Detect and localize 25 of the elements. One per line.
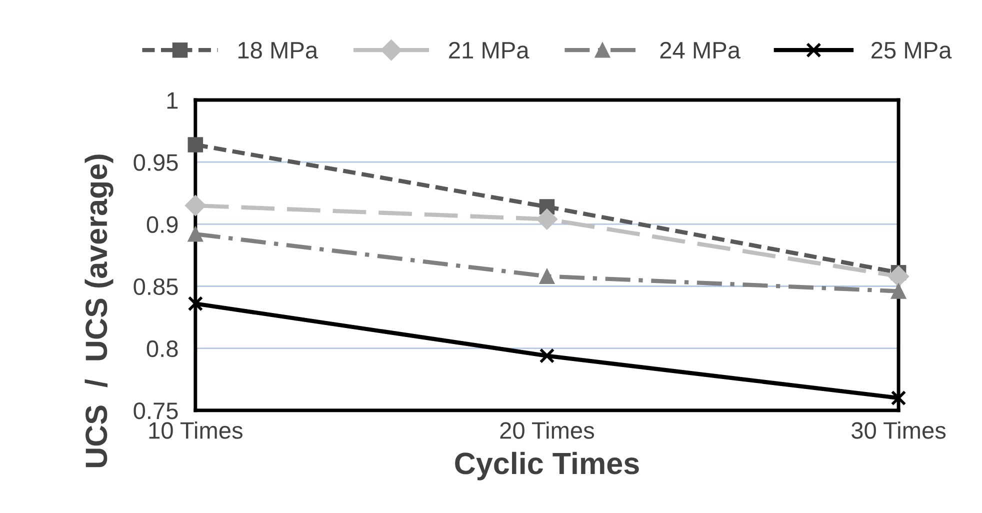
y-tick-label: 0.75 xyxy=(134,402,178,420)
legend-label: 21 MPa xyxy=(449,42,530,59)
legend-label: 25 MPa xyxy=(872,42,952,59)
y-axis-title: UCS / UCS (average) xyxy=(84,154,114,468)
y-tick-label: 0.95 xyxy=(134,154,178,171)
point xyxy=(890,284,906,299)
point xyxy=(188,296,204,312)
x-tick-label: 20 Times xyxy=(500,422,594,439)
legend-label: 24 MPa xyxy=(660,42,740,59)
point xyxy=(888,266,910,287)
point xyxy=(539,268,555,284)
legend-label: 18 MPa xyxy=(238,42,318,59)
x-tick-label: 30 Times xyxy=(852,422,946,439)
y-tick-label: 1 xyxy=(167,92,178,109)
y-tick-label: 0.9 xyxy=(146,216,178,233)
x-axis-title: Cyclic Times xyxy=(455,452,639,480)
y-tick-label: 0.8 xyxy=(146,340,178,358)
y-tick-label: 0.85 xyxy=(134,278,178,296)
x-tick-label: 10 Times xyxy=(149,422,242,439)
point xyxy=(188,226,204,242)
point xyxy=(539,348,555,364)
point xyxy=(536,208,558,230)
point xyxy=(188,137,204,152)
point xyxy=(184,195,206,216)
point xyxy=(890,390,906,406)
